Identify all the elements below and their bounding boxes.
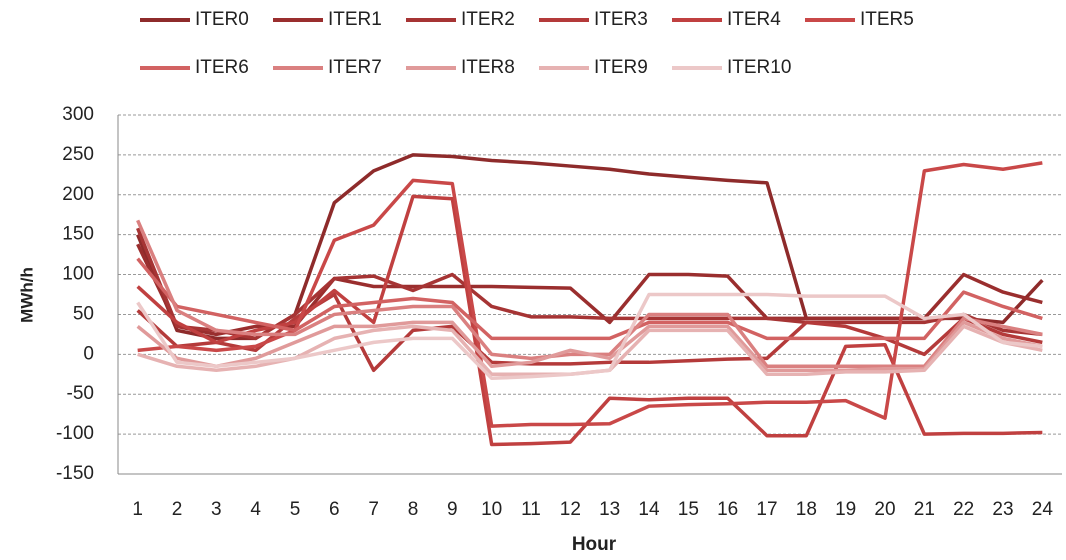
x-tick-label: 7	[368, 499, 379, 520]
x-tick-label: 16	[717, 499, 738, 520]
y-tick-label: 250	[62, 144, 94, 165]
legend-label: ITER8	[461, 57, 515, 78]
legend-label: ITER5	[860, 9, 914, 30]
y-tick-label: 100	[62, 264, 94, 285]
x-tick-label: 18	[796, 499, 817, 520]
x-tick-label: 2	[172, 499, 183, 520]
legend-label: ITER9	[594, 57, 648, 78]
y-tick-label: -100	[56, 423, 94, 444]
legend-label: ITER1	[328, 9, 382, 30]
x-tick-label: 9	[447, 499, 458, 520]
series-line	[136, 227, 1043, 341]
y-tick-label: 150	[62, 224, 94, 245]
legend-label: ITER3	[594, 9, 648, 30]
x-tick-label: 17	[756, 499, 777, 520]
x-tick-label: 1	[132, 499, 143, 520]
x-tick-label: 15	[678, 499, 699, 520]
legend-label: ITER4	[727, 9, 781, 30]
series-line	[136, 243, 1043, 337]
x-tick-label: 5	[290, 499, 301, 520]
legend-label: ITER7	[328, 57, 382, 78]
series-line	[137, 161, 1043, 428]
y-tick-label: 0	[83, 343, 94, 364]
series-line	[136, 257, 1043, 341]
x-tick-label: 8	[408, 499, 419, 520]
series-line	[136, 194, 1043, 447]
x-tick-label: 4	[250, 499, 261, 520]
x-tick-label: 12	[560, 499, 581, 520]
legend-label: ITER2	[461, 9, 515, 30]
y-tick-label: 300	[62, 104, 94, 125]
y-tick-label: 200	[62, 184, 94, 205]
y-axis-title: MWh/h	[17, 267, 36, 323]
x-tick-label: 24	[1032, 499, 1054, 520]
x-tick-label: 20	[874, 499, 895, 520]
x-tick-label: 14	[638, 499, 660, 520]
y-tick-label: -150	[56, 463, 94, 484]
series-line	[136, 292, 1043, 381]
x-tick-label: 13	[599, 499, 620, 520]
y-tick-label: -50	[67, 383, 94, 404]
x-tick-label: 6	[329, 499, 340, 520]
x-tick-label: 21	[914, 499, 935, 520]
y-tick-label: 50	[73, 303, 94, 324]
series-line	[136, 320, 1043, 373]
series-line	[136, 153, 1044, 341]
x-tick-label: 11	[521, 499, 541, 520]
x-tick-label: 10	[481, 499, 502, 520]
x-tick-label: 19	[835, 499, 856, 520]
legend-label: ITER6	[195, 57, 249, 78]
legend-label: ITER0	[195, 9, 249, 30]
legend-label: ITER10	[727, 57, 791, 78]
x-axis-title: Hour	[572, 534, 617, 555]
series-line	[136, 219, 1043, 369]
x-tick-label: 3	[211, 499, 222, 520]
x-tick-label: 23	[992, 499, 1013, 520]
x-tick-label: 22	[953, 499, 974, 520]
